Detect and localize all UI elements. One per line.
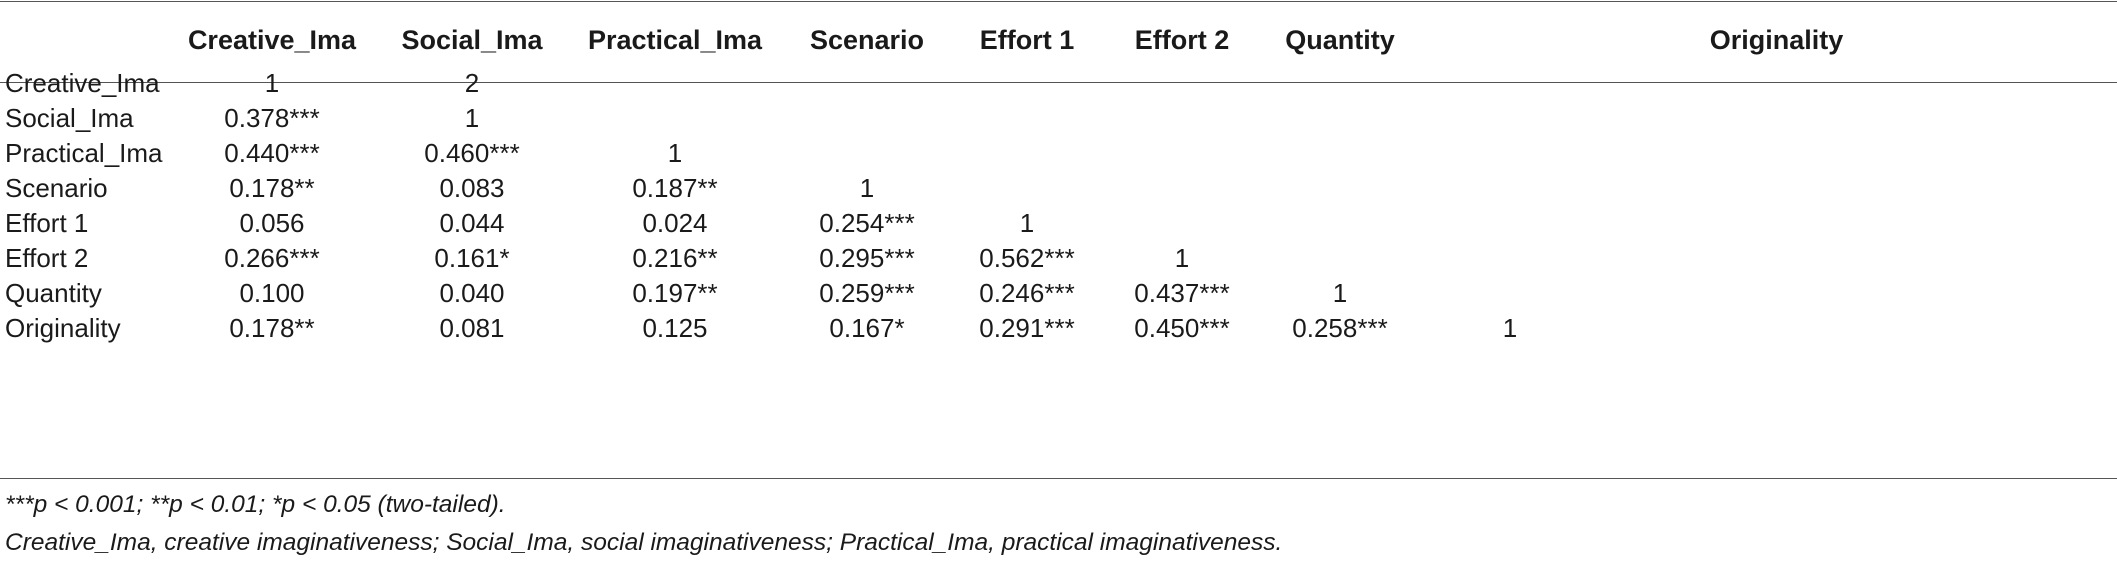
column-header: Practical_Ima [587, 25, 763, 55]
column-header: Social_Ima [401, 25, 543, 55]
table-cell: 0.440*** [224, 138, 320, 168]
significance-note: ***p < 0.001; **p < 0.01; *p < 0.05 (two… [5, 491, 506, 518]
row-label: Creative_Ima [5, 68, 160, 98]
table-cell: 0.024 [642, 208, 708, 238]
table-cell: 0.258*** [1292, 313, 1388, 343]
table-cell: 0.266*** [224, 243, 320, 273]
row-label: Quantity [5, 278, 102, 308]
row-label: Social_Ima [5, 103, 134, 133]
column-header: Effort 2 [1134, 25, 1230, 55]
table-cell: 1 [1174, 243, 1190, 273]
table-header-rule [0, 82, 2117, 83]
table-cell: 0.295*** [819, 243, 915, 273]
abbreviations-note: Creative_Ima, creative imaginativeness; … [5, 529, 1283, 556]
table-cell: 0.056 [239, 208, 305, 238]
table-cell: 0.161* [434, 243, 510, 273]
table-cell: 0.040 [439, 278, 505, 308]
column-header: Effort 1 [979, 25, 1075, 55]
row-label: Originality [5, 313, 121, 343]
table-cell: 1 [859, 173, 875, 203]
table-bottom-rule [0, 478, 2117, 479]
table-cell: 0.167* [829, 313, 905, 343]
column-header: Creative_Ima [187, 25, 357, 55]
column-header: Quantity [1285, 25, 1395, 55]
table-cell: 1 [464, 103, 480, 133]
table-cell: 1 [667, 138, 683, 168]
table-cell: 0.187** [632, 173, 718, 203]
table-cell: 0.100 [239, 278, 305, 308]
table-cell: 1 [1019, 208, 1035, 238]
table-cell: 0.378*** [224, 103, 320, 133]
table-cell: 1 [264, 68, 280, 98]
table-cell: 0.044 [439, 208, 505, 238]
table-cell: 0.562*** [979, 243, 1075, 273]
table-cell: 1 [1502, 313, 1518, 343]
column-header: Originality [1709, 25, 1844, 55]
row-label: Effort 1 [5, 208, 89, 238]
table-cell: 0.450*** [1134, 313, 1230, 343]
table-cell: 2 [464, 68, 480, 98]
table-cell: 0.259*** [819, 278, 915, 308]
table-cell: 0.081 [439, 313, 505, 343]
table-cell: 0.178** [229, 173, 315, 203]
table-cell: 0.460*** [424, 138, 520, 168]
column-header: Scenario [809, 25, 925, 55]
table-cell: 0.125 [642, 313, 708, 343]
table-top-rule [0, 1, 2117, 2]
table-cell: 0.254*** [819, 208, 915, 238]
table-cell: 0.437*** [1134, 278, 1230, 308]
row-label: Effort 2 [5, 243, 89, 273]
table-cell: 0.291*** [979, 313, 1075, 343]
table-cell: 0.197** [632, 278, 718, 308]
row-label: Scenario [5, 173, 108, 203]
table-cell: 1 [1332, 278, 1348, 308]
table-cell: 0.246*** [979, 278, 1075, 308]
table-cell: 0.178** [229, 313, 315, 343]
table-cell: 0.083 [439, 173, 505, 203]
row-label: Practical_Ima [5, 138, 163, 168]
table-cell: 0.216** [632, 243, 718, 273]
